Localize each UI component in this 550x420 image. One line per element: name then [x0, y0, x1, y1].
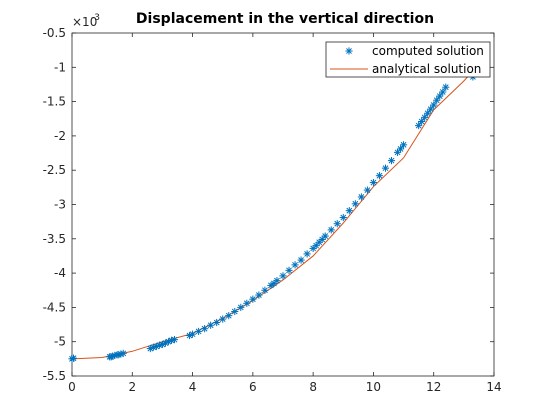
x-tick-label: 14 [486, 380, 501, 394]
y-exponent-power: -3 [91, 13, 100, 23]
y-tick-label: -4 [54, 266, 66, 280]
y-exponent-base: ×10 [72, 15, 97, 29]
computed-solution-point [369, 178, 378, 187]
computed-solution-point [219, 315, 227, 323]
x-tick-label: 6 [249, 380, 257, 394]
y-tick-label: -2.5 [43, 163, 66, 177]
computed-solution-point [297, 256, 305, 264]
computed-solution-point [415, 122, 423, 130]
computed-solution-point [396, 145, 405, 153]
computed-solution-point [333, 220, 341, 228]
computed-solution-point [436, 92, 444, 100]
computed-solution-point [291, 261, 299, 269]
x-tick-label: 8 [309, 380, 317, 394]
computed-solution-point [188, 330, 197, 338]
axes-box [71, 32, 495, 377]
computed-solution-point [321, 232, 329, 240]
y-tick-label: -5.5 [43, 369, 66, 383]
legend: computed solution analytical solution [325, 41, 491, 78]
computed-solution-point [243, 299, 251, 307]
computed-solution-point [357, 193, 365, 201]
computed-solution-point [303, 250, 311, 258]
computed-solution-point [424, 109, 432, 117]
y-exponent-label: ×10 -3 [72, 13, 100, 29]
computed-solution-point [273, 277, 281, 285]
computed-solution-point [249, 295, 257, 303]
legend-box [325, 41, 491, 78]
computed-solution-point [442, 83, 450, 91]
computed-solution-point [381, 164, 390, 172]
y-tick-label: -1.5 [43, 95, 66, 109]
computed-solution-point [375, 172, 384, 180]
computed-solution-point [351, 200, 359, 208]
computed-solution-point [345, 207, 353, 215]
computed-solution-point [158, 340, 167, 349]
computed-solution-point [387, 156, 396, 165]
computed-solution-point [285, 266, 293, 274]
x-tick-label: 12 [426, 380, 441, 394]
x-tick-label: 0 [68, 380, 76, 394]
computed-solution-point [279, 272, 287, 280]
computed-solution-point [261, 286, 269, 294]
analytical-solution-line [71, 57, 486, 360]
computed-solution-point [430, 101, 438, 109]
computed-solution-point [207, 321, 215, 329]
legend-label-analytical-solution: analytical solution [372, 62, 481, 76]
computed-solution-point [213, 318, 221, 327]
y-tick-label: -2 [54, 129, 66, 143]
computed-solution-point [225, 312, 233, 320]
computed-solution-point [339, 213, 347, 222]
computed-solution-point [363, 186, 371, 194]
legend-marker-computed-solution [345, 47, 353, 55]
plot-area: 0 2 4 6 8 10 12 14 -5.5 -5 -4.5 -4 -3.5 -3 -2.5 -2 -1.5 -… [43, 26, 502, 394]
computed-solution-point [237, 303, 245, 311]
computed-solution-point [327, 226, 335, 234]
computed-solution-point [312, 242, 320, 250]
y-tick-label: -5 [54, 335, 66, 349]
computed-solution-point [69, 354, 78, 362]
computed-solution-point [433, 96, 441, 104]
y-tick-label: -4.5 [43, 300, 66, 314]
computed-solution-point [255, 291, 263, 299]
x-tick-label: 10 [366, 380, 381, 394]
x-tick-label: 4 [189, 380, 197, 394]
y-tick-label: -0.5 [43, 26, 66, 40]
computed-solution-point [201, 325, 209, 333]
computed-solution-point [399, 141, 408, 149]
computed-solution-point [439, 88, 447, 96]
x-tick-label: 2 [128, 380, 136, 394]
legend-label-computed-solution: computed solution [372, 44, 484, 58]
computed-solution-point [119, 349, 127, 357]
chart-title: Displacement in the vertical direction [136, 11, 434, 27]
computed-solution-point [393, 148, 402, 156]
computed-solution-point [231, 307, 239, 316]
y-tick-label: -3.5 [43, 232, 66, 246]
computed-solution-point [418, 117, 426, 126]
y-tick-label: -1 [54, 60, 66, 74]
computed-solution-point [421, 113, 429, 121]
computed-solution-point [195, 327, 203, 336]
computed-solution-point [170, 336, 179, 344]
legend-asterisk [345, 47, 353, 55]
computed-solution-point [427, 105, 435, 113]
y-tick-label: -3 [54, 198, 66, 212]
